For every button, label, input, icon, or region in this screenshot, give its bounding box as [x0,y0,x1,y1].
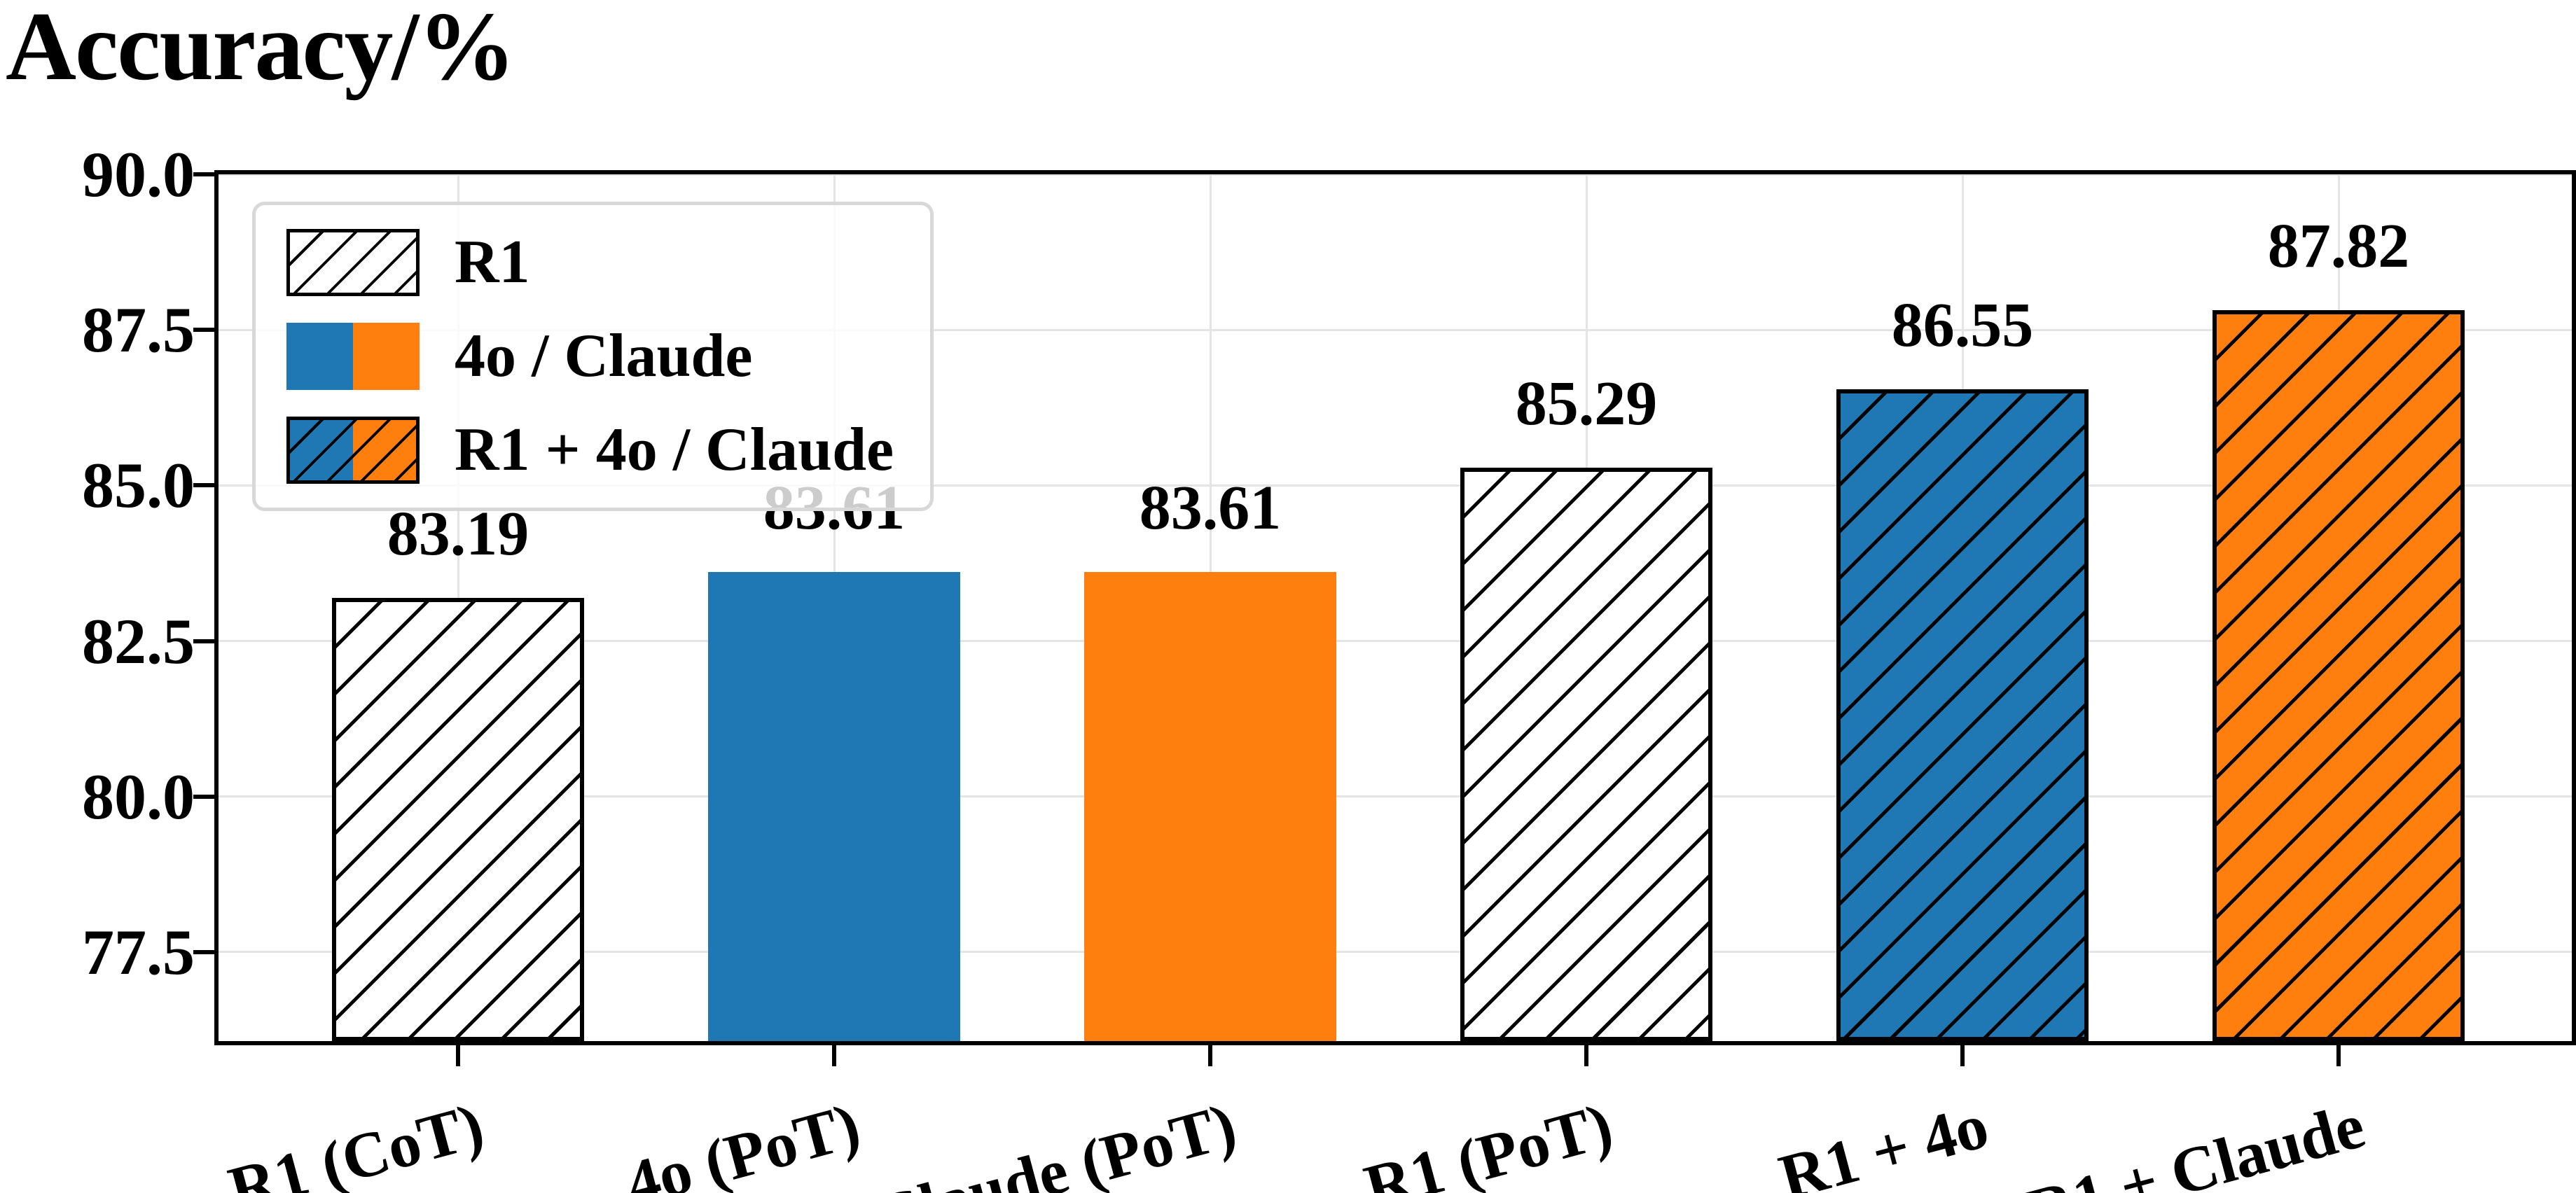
x-tick-label: R1 + Claude [2020,1089,2372,1193]
gridline-h [219,484,2572,487]
y-tick-mark [193,328,214,333]
gridline-h [219,795,2572,798]
chart-title: Accuracy/% [6,0,515,101]
legend-swatch-white-hatched-icon [286,229,420,296]
y-tick-mark [193,639,214,643]
x-tick-mark [832,1045,836,1066]
x-tick-label: 4o (PoT) [618,1089,868,1193]
bar-1 [332,598,584,1041]
y-tick-label: 85.0 [82,449,195,522]
legend-label: R1 + 4o / Claude [455,416,894,484]
legend-swatch-blue-orange-hatched-icon [286,417,420,484]
x-tick-mark [2336,1045,2341,1066]
y-tick-label: 80.0 [82,760,195,832]
legend-item-4o-claude: 4o / Claude [286,323,894,390]
legend: R1 4o / Claude R1 + 4o / Claude [252,202,934,511]
gridline-h [219,173,2572,176]
legend-label: R1 [455,228,530,296]
y-tick-mark [193,172,214,176]
y-tick-label: 82.5 [82,605,195,677]
x-tick-label: R1 + 4o [1772,1089,1996,1193]
x-tick-mark [1208,1045,1212,1066]
y-tick-label: 77.5 [82,916,195,988]
bar-2 [708,571,960,1041]
legend-item-r1: R1 [286,229,894,296]
bar-value-label: 83.61 [1139,473,1282,543]
x-tick-label: Claude (PoT) [866,1089,1244,1193]
legend-item-r1-4o-claude: R1 + 4o / Claude [286,417,894,484]
bar-value-label: 86.55 [1891,290,2034,360]
legend-swatch-blue-orange-solid-icon [286,323,420,390]
legend-label: 4o / Claude [455,322,753,390]
bar-3 [1084,571,1336,1041]
x-tick-label: R1 (PoT) [1357,1089,1620,1193]
gridline-h [219,328,2572,331]
gridline-h [219,951,2572,954]
bar-value-label: 87.82 [2267,211,2410,281]
y-tick-label: 87.5 [82,294,195,366]
y-tick-mark [193,483,214,488]
y-tick-mark [193,949,214,954]
x-tick-label: R1 (CoT) [221,1089,492,1193]
y-tick-label: 90.0 [82,139,195,210]
x-tick-mark [1960,1045,1965,1066]
gridline-h [219,640,2572,643]
y-tick-mark [193,794,214,799]
bar-value-label: 85.29 [1515,368,1658,438]
bar-4 [1460,467,1712,1041]
x-tick-mark [1584,1045,1588,1066]
x-tick-mark [456,1045,460,1066]
bar-5 [1836,389,2089,1041]
bar-6 [2213,309,2465,1041]
